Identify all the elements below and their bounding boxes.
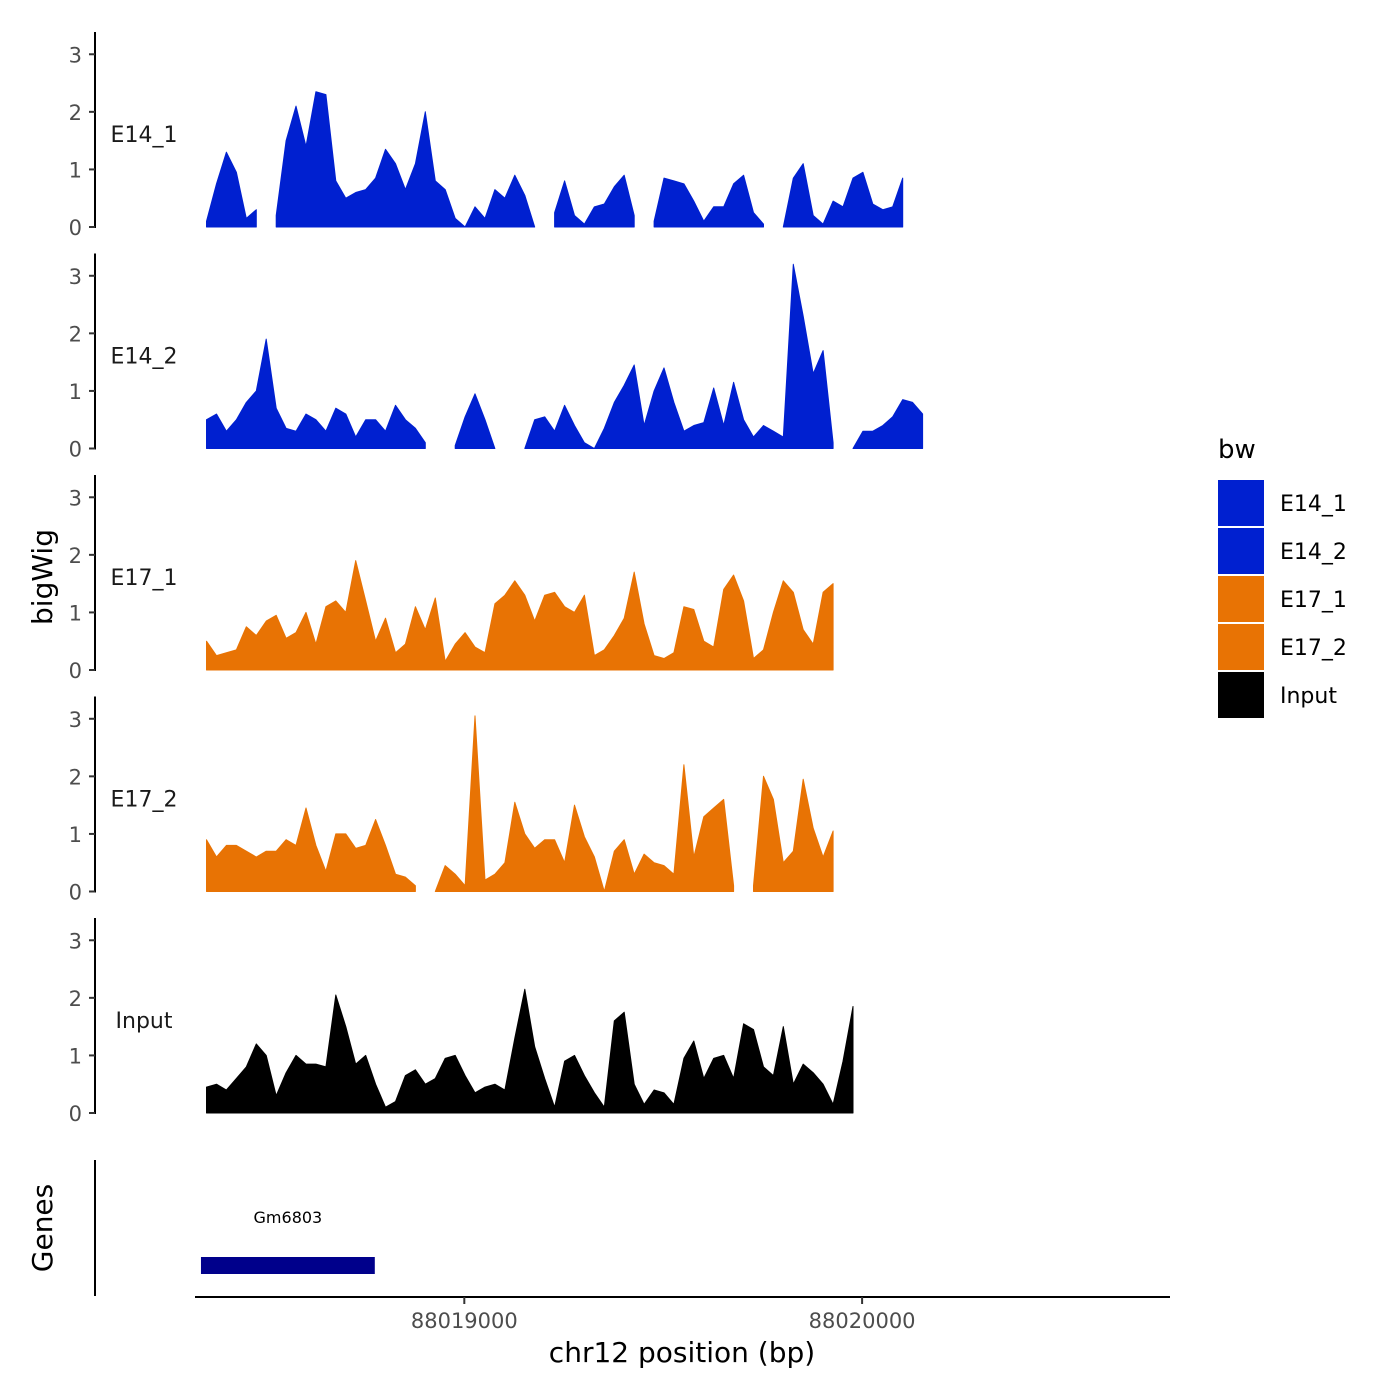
- y-tick-label: 2: [69, 765, 82, 789]
- area-E14_1-segment-1: [275, 91, 536, 228]
- area-E14_2-segment-3: [852, 399, 924, 449]
- area-E14_2-segment-2: [524, 263, 834, 449]
- y-tick-label: 3: [69, 486, 82, 510]
- y-tick-label: 3: [69, 265, 82, 289]
- area-E14_2-segment-1: [454, 393, 496, 449]
- x-tick-label: 88020000: [809, 1309, 916, 1333]
- y-tick-label: 1: [69, 823, 82, 847]
- x-ticks: 88019000 88020000: [411, 1297, 916, 1333]
- legend-swatch-E14_2: [1218, 528, 1264, 574]
- genes-panel: Genes Gm6803: [26, 1160, 375, 1296]
- genes-axis-title: Genes: [26, 1184, 59, 1272]
- legend-swatch-E14_1: [1218, 480, 1264, 526]
- track-label: Input: [116, 1009, 173, 1034]
- legend-items: E14_1 E14_2 E17_1 E17_2 Input: [1218, 480, 1347, 718]
- track-label: E17_1: [111, 566, 178, 591]
- legend: bw E14_1 E14_2 E17_1 E17_2 Input: [1218, 435, 1347, 718]
- gene-label: Gm6803: [254, 1208, 323, 1227]
- track-E14_2: 0 1 2 3 E14_2: [69, 253, 924, 462]
- x-tick-label: 88019000: [411, 1309, 518, 1333]
- y-axis-title: bigWig: [26, 529, 59, 625]
- track-label: E17_2: [111, 788, 178, 813]
- y-tick-label: 3: [69, 708, 82, 732]
- legend-label-E17_1: E17_1: [1280, 588, 1347, 613]
- area-E17_1-segment-0: [206, 560, 834, 671]
- area-Input-segment-0: [206, 988, 854, 1114]
- y-tick-label: 0: [69, 216, 82, 240]
- tracks-panel: 0 1 2 3 E14_1 0 1 2 3 E14_2 0 1 2 3 E17_1 0 1 2 3 E17_2 0 1 2 3…: [69, 32, 924, 1126]
- y-tick-label: 2: [69, 101, 82, 125]
- legend-title: bw: [1218, 435, 1256, 465]
- x-axis-title: chr12 position (bp): [549, 1336, 815, 1369]
- y-tick-label: 3: [69, 43, 82, 67]
- track-label: E14_1: [111, 123, 178, 148]
- track-label: E14_2: [111, 345, 178, 370]
- track-E17_1: 0 1 2 3 E17_1: [69, 475, 834, 683]
- y-tick-label: 2: [69, 987, 82, 1011]
- y-tick-label: 1: [69, 380, 82, 404]
- y-tick-label: 2: [69, 322, 82, 346]
- legend-swatch-Input: [1218, 672, 1264, 718]
- area-E14_1-segment-2: [554, 174, 635, 228]
- y-tick-label: 1: [69, 601, 82, 625]
- legend-label-E14_2: E14_2: [1280, 540, 1347, 565]
- track-E17_2: 0 1 2 3 E17_2: [69, 696, 834, 905]
- y-tick-label: 0: [69, 659, 82, 683]
- y-tick-label: 1: [69, 1044, 82, 1068]
- legend-label-E14_1: E14_1: [1280, 492, 1347, 517]
- track-Input: 0 1 2 3 Input: [69, 918, 854, 1126]
- x-axis: 88019000 88020000 chr12 position (bp): [195, 1296, 1170, 1369]
- area-E14_1-segment-4: [782, 163, 904, 228]
- area-E17_2-segment-2: [753, 775, 834, 892]
- area-E17_2-segment-1: [434, 715, 735, 892]
- gene-marks: Gm6803: [200, 1208, 375, 1274]
- y-tick-label: 1: [69, 158, 82, 182]
- legend-swatch-E17_2: [1218, 624, 1264, 670]
- gene-bar: [200, 1257, 375, 1274]
- y-tick-label: 2: [69, 544, 82, 568]
- y-tick-label: 0: [69, 881, 82, 905]
- area-E14_1-segment-0: [206, 151, 257, 228]
- track-E14_1: 0 1 2 3 E14_1: [69, 32, 904, 240]
- area-E17_2-segment-0: [206, 807, 416, 892]
- area-E14_1-segment-3: [653, 174, 764, 228]
- legend-label-E17_2: E17_2: [1280, 636, 1347, 661]
- y-tick-label: 0: [69, 1102, 82, 1126]
- legend-label-Input: Input: [1280, 684, 1337, 709]
- y-tick-label: 3: [69, 929, 82, 953]
- legend-swatch-E17_1: [1218, 576, 1264, 622]
- y-tick-label: 0: [69, 438, 82, 462]
- area-E14_2-segment-0: [206, 338, 426, 449]
